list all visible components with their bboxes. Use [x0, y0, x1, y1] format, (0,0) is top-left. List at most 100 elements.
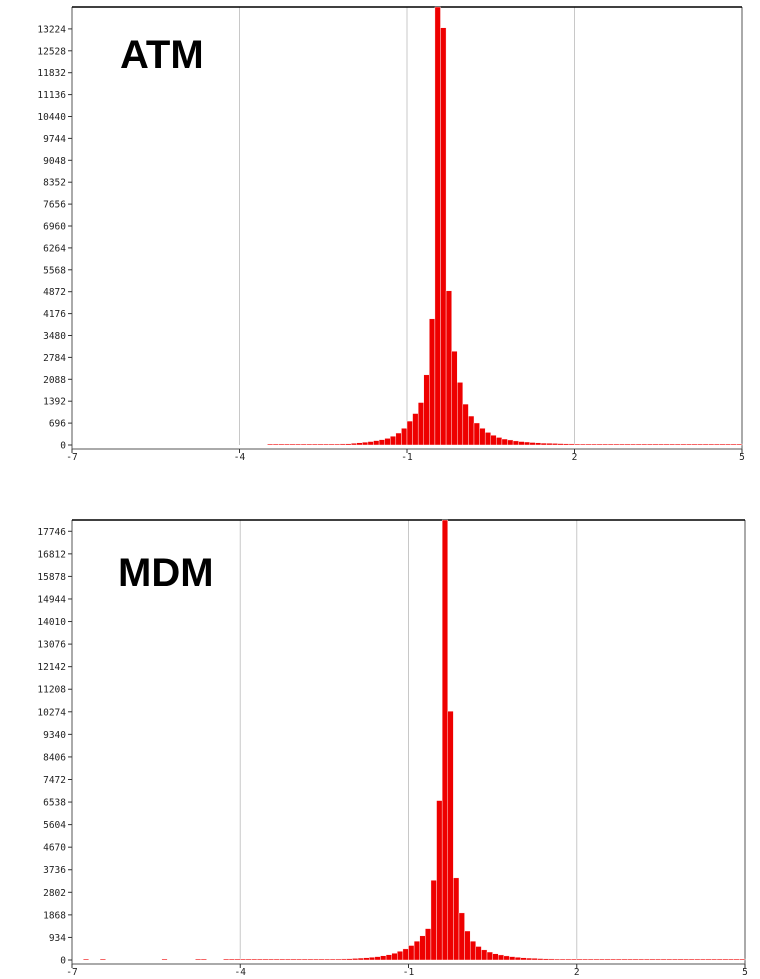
histogram-bar	[582, 958, 589, 961]
histogram-bar	[408, 945, 415, 961]
histogram-bar	[548, 958, 555, 961]
y-tick-label: 0	[60, 956, 66, 967]
histogram-bar	[323, 443, 330, 446]
histogram-bar	[607, 443, 614, 446]
histogram-bar	[570, 958, 577, 961]
y-tick-label: 6264	[43, 243, 66, 254]
histogram-bar	[83, 958, 90, 961]
histogram-bar	[496, 437, 503, 446]
histogram-bar	[486, 951, 493, 961]
histogram-bar	[591, 443, 598, 446]
histogram-bar	[733, 958, 740, 961]
histogram-bar	[492, 953, 499, 961]
histogram-bar	[312, 958, 319, 961]
histogram-bar	[458, 912, 465, 961]
histogram-bar	[579, 443, 586, 446]
histogram-bar	[490, 435, 497, 446]
histogram-bar	[267, 443, 274, 446]
histogram-bar	[727, 958, 734, 961]
histogram-bar	[685, 443, 692, 446]
histogram-bar	[223, 958, 230, 961]
histogram-bar	[395, 432, 402, 446]
y-tick-label: 3736	[43, 865, 66, 876]
chart-mdm: 0 934 1868 2802 3736 4670 5604 6538 7472 8406 9340…	[37, 519, 748, 978]
x-tick-label: -4	[234, 452, 246, 463]
histogram-bar	[660, 958, 667, 961]
histogram-bar	[346, 958, 353, 961]
histogram-bar	[524, 441, 531, 446]
x-tick-label: 5	[742, 967, 748, 978]
histogram-bar	[526, 957, 533, 961]
histogram-bar	[289, 443, 296, 446]
histogram-bar	[397, 951, 404, 961]
histogram-bar	[671, 958, 678, 961]
y-tick-label: 7656	[43, 200, 66, 211]
chart-title: MDM	[118, 551, 214, 595]
y-tick-label: 5604	[43, 820, 66, 831]
histogram-bar	[462, 403, 469, 446]
histogram-bar	[195, 958, 202, 961]
histogram-bar	[627, 958, 634, 961]
histogram-bar	[602, 443, 609, 446]
histogram-bar	[638, 958, 645, 961]
histogram-bar	[694, 958, 701, 961]
histogram-bar	[362, 441, 369, 446]
histogram-bar	[453, 877, 460, 961]
histogram-bar	[663, 443, 670, 446]
y-tick-label: 11208	[37, 685, 66, 696]
histogram-bar	[481, 949, 488, 961]
y-tick-label: 9340	[43, 730, 66, 741]
histogram-bar	[719, 443, 726, 446]
histogram-bar	[99, 958, 106, 961]
histogram-bar	[615, 958, 622, 961]
histogram-bar	[666, 958, 673, 961]
histogram-bar	[356, 442, 363, 446]
histogram-bar	[473, 422, 480, 446]
y-tick-label: 16812	[37, 549, 66, 560]
histogram-bar	[256, 958, 263, 961]
histogram-bar	[451, 351, 458, 446]
histogram-bar	[296, 958, 303, 961]
histogram-bar	[518, 441, 525, 446]
y-tick-label: 14944	[37, 594, 66, 605]
y-tick-label: 11832	[37, 68, 66, 79]
histogram-bar	[635, 443, 642, 446]
y-tick-label: 14010	[37, 617, 66, 628]
histogram-bar	[384, 438, 391, 446]
y-tick-label: 13224	[37, 24, 66, 35]
histogram-bar	[357, 957, 364, 961]
histogram-bar	[341, 958, 348, 961]
histogram-bar	[674, 443, 681, 446]
histogram-bar	[329, 958, 336, 961]
histogram-bar	[273, 958, 280, 961]
histogram-bar	[339, 443, 346, 446]
histogram-bar	[705, 958, 712, 961]
histogram-bar	[655, 958, 662, 961]
y-tick-label: 3480	[43, 331, 66, 342]
histogram-bar	[722, 958, 729, 961]
y-tick-label: 6960	[43, 222, 66, 233]
histogram-bar	[641, 443, 648, 446]
y-tick-label: 10440	[37, 112, 66, 123]
histogram-bar	[613, 443, 620, 446]
histogram-bar	[649, 958, 656, 961]
histogram-bar	[245, 958, 252, 961]
histogram-bar	[479, 428, 486, 446]
histogram-bar	[311, 443, 318, 446]
histogram-bar	[290, 958, 297, 961]
histogram-bar	[484, 432, 491, 446]
y-tick-label: 2784	[43, 353, 66, 364]
histogram-bar	[708, 443, 715, 446]
histogram-bar	[373, 440, 380, 446]
histogram-bar	[317, 443, 324, 446]
histogram-bar	[725, 443, 732, 446]
histogram-bar	[406, 420, 413, 446]
histogram-bar	[699, 958, 706, 961]
histogram-bar	[419, 935, 426, 961]
histogram-bar	[529, 442, 536, 446]
histogram-bar	[509, 956, 516, 961]
histogram-bar	[557, 443, 564, 446]
y-tick-label: 12142	[37, 662, 66, 673]
histogram-bar	[691, 443, 698, 446]
histogram-bar	[559, 958, 566, 961]
